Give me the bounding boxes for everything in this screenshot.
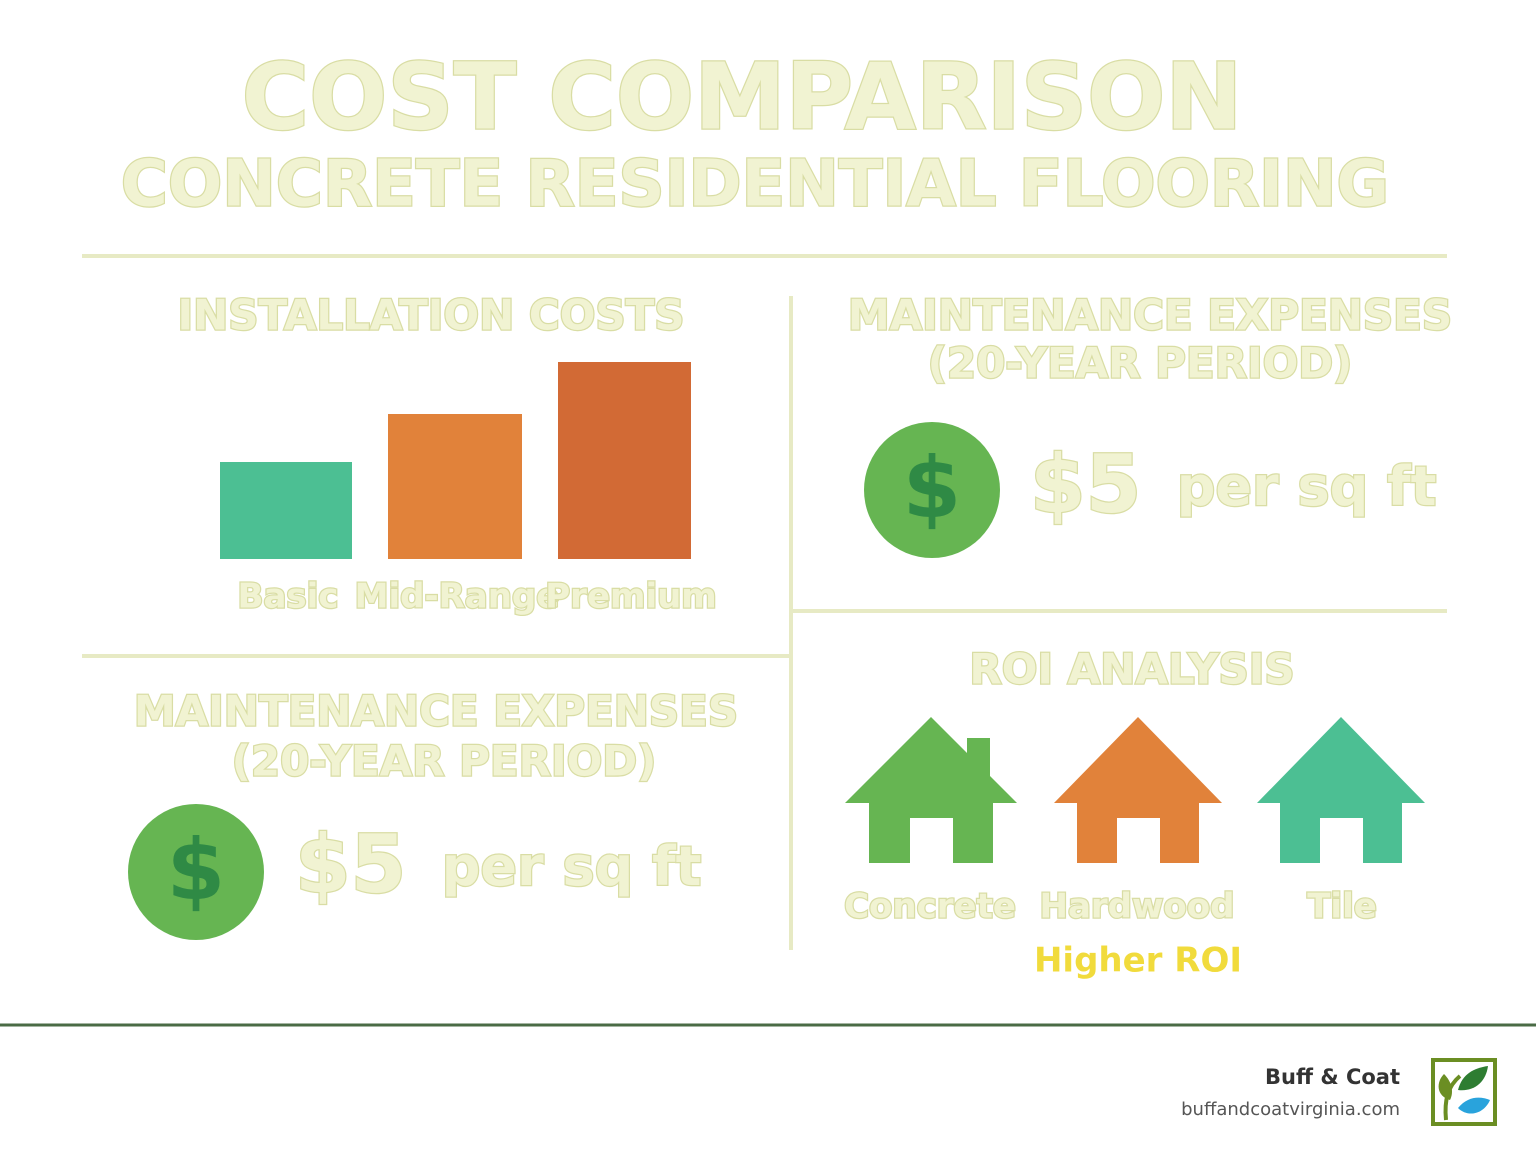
bar-label: Mid-Range bbox=[355, 577, 560, 617]
dollar-icon bbox=[128, 804, 264, 940]
title: COST COMPARISON bbox=[242, 43, 1243, 150]
section-heading: (20-YEAR PERIOD) bbox=[232, 737, 657, 786]
house-label: Tile bbox=[1307, 887, 1377, 927]
section-heading: ROI ANALYSIS bbox=[969, 645, 1294, 694]
roi-note: Higher ROI bbox=[1034, 941, 1242, 981]
subtitle: CONCRETE RESIDENTIAL FLOORING bbox=[121, 148, 1389, 222]
logo-drop bbox=[1458, 1097, 1490, 1114]
house-icon bbox=[1257, 717, 1425, 863]
logo-leaf bbox=[1438, 1074, 1452, 1100]
bar bbox=[558, 362, 691, 559]
logo bbox=[1431, 1058, 1497, 1126]
cost-text: $5 per sq ft bbox=[295, 818, 701, 911]
bar-label: Premium bbox=[545, 577, 716, 617]
dollar-sign: $ bbox=[903, 439, 961, 537]
house-label: Hardwood bbox=[1040, 887, 1235, 927]
bar-label: Basic bbox=[238, 577, 339, 617]
bar bbox=[388, 414, 522, 559]
brand-name: Buff & Coat bbox=[1265, 1065, 1400, 1089]
cost-amount: $5 bbox=[295, 818, 406, 911]
section-heading: MAINTENANCE EXPENSES bbox=[848, 291, 1452, 340]
cost-unit: per sq ft bbox=[1177, 455, 1437, 518]
cost-unit: per sq ft bbox=[442, 835, 702, 898]
brand-url: buffandcoatvirginia.com bbox=[1181, 1099, 1400, 1120]
section-heading: MAINTENANCE EXPENSES bbox=[134, 687, 738, 736]
logo-leaf bbox=[1458, 1066, 1488, 1091]
house-label: Concrete bbox=[844, 887, 1016, 927]
house-icon bbox=[1054, 717, 1222, 863]
house-icon bbox=[845, 717, 1017, 863]
section-heading: INSTALLATION COSTS bbox=[177, 291, 684, 340]
cost-amount: $5 bbox=[1030, 438, 1141, 531]
section-heading: (20-YEAR PERIOD) bbox=[928, 339, 1353, 388]
cost-text: $5 per sq ft bbox=[1030, 438, 1436, 531]
dollar-icon bbox=[864, 422, 1000, 558]
dollar-sign: $ bbox=[167, 821, 225, 919]
bar bbox=[220, 462, 352, 559]
